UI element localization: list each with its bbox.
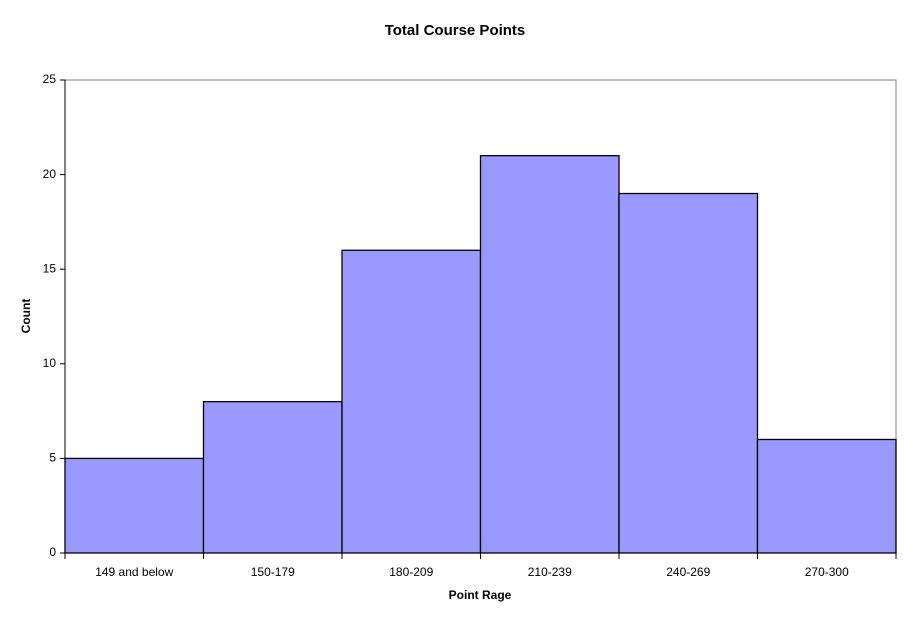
bar — [64, 457, 205, 554]
bar — [341, 249, 482, 554]
bar — [479, 155, 620, 554]
y-tick-label: 15 — [43, 261, 57, 275]
y-tick-label: 10 — [43, 356, 57, 370]
y-tick-label: 5 — [49, 451, 56, 465]
chart-title: Total Course Points — [385, 22, 526, 39]
x-axis-label: Point Rage — [449, 588, 512, 602]
y-tick-label: 0 — [49, 545, 56, 559]
y-axis-label: Count — [19, 299, 33, 334]
y-tick-label: 25 — [43, 72, 57, 86]
x-tick-label: 180-209 — [389, 565, 433, 579]
bar — [756, 438, 897, 554]
x-tick-label: 150-179 — [251, 565, 295, 579]
y-tick-label: 20 — [43, 167, 57, 181]
x-tick-label: 240-269 — [666, 565, 710, 579]
x-tick-label: 149 and below — [95, 565, 173, 579]
bar — [618, 192, 759, 554]
bar — [202, 400, 343, 554]
x-tick-label: 210-239 — [528, 565, 572, 579]
x-tick-label: 270-300 — [805, 565, 849, 579]
